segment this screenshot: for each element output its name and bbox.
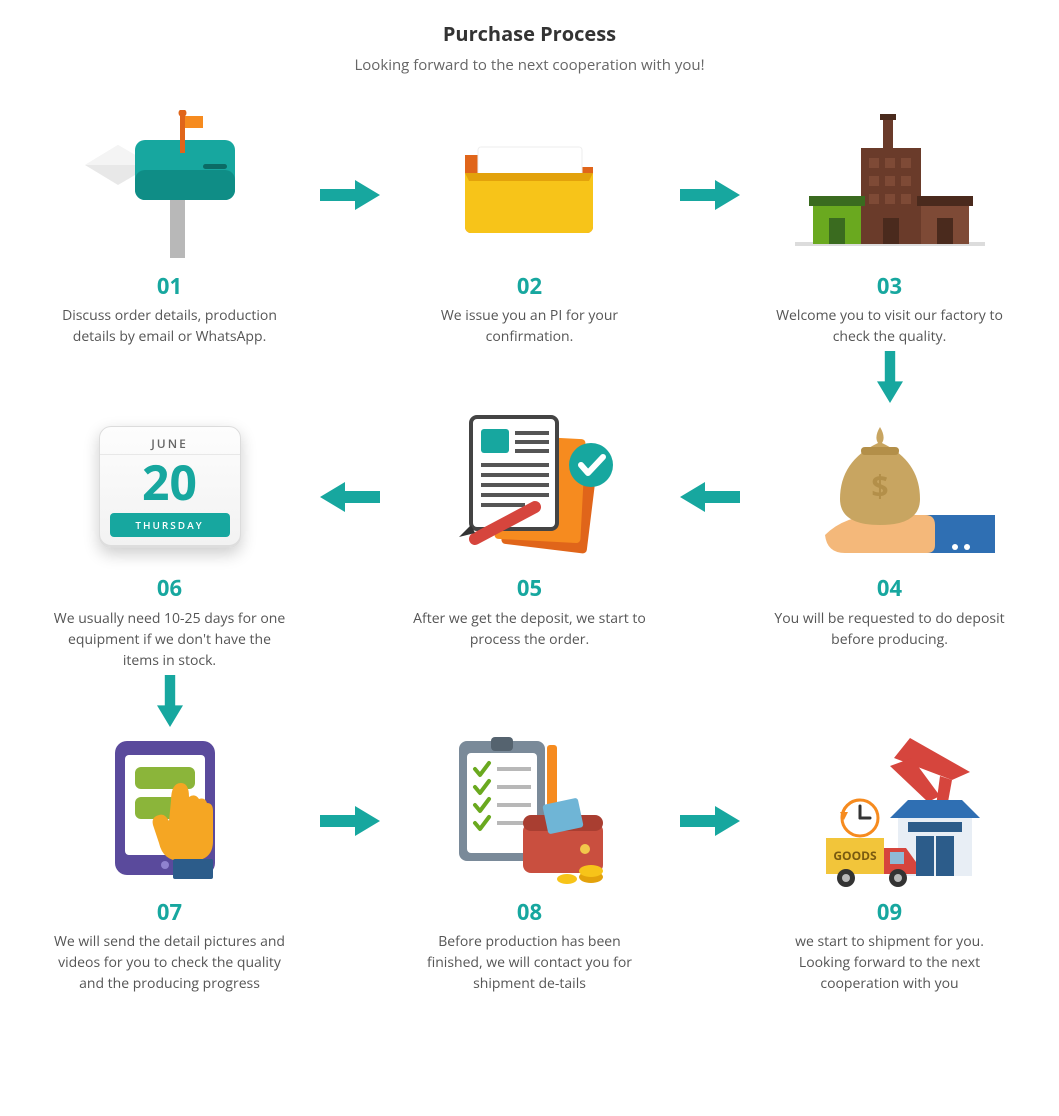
step-06: JUNE 20 THURSDAY 06 We usually need 10-2… xyxy=(40,407,300,670)
step-09: GOODS 09 we start to shipment for you. L… xyxy=(760,731,1020,994)
arrow-left-icon xyxy=(300,407,400,587)
step-number: 07 xyxy=(40,899,300,925)
folder-icon xyxy=(400,105,660,265)
step-desc: You will be requested to do deposit befo… xyxy=(760,608,1020,650)
step-03: 03 Welcome you to visit our factory to c… xyxy=(760,105,1020,347)
step-number: 01 xyxy=(40,273,300,299)
step-number: 09 xyxy=(760,899,1020,925)
step-01: 01 Discuss order details, production det… xyxy=(40,105,300,347)
step-number: 05 xyxy=(400,575,660,601)
step-number: 04 xyxy=(760,575,1020,601)
svg-text:$: $ xyxy=(871,465,888,506)
step-02: 02 We issue you an PI for your confirmat… xyxy=(400,105,660,347)
factory-icon xyxy=(760,105,1020,265)
deposit-icon: $ xyxy=(760,407,1020,567)
mailbox-icon xyxy=(40,105,300,265)
shipment-icon: GOODS xyxy=(760,731,1020,891)
svg-text:GOODS: GOODS xyxy=(833,847,877,864)
step-04: $ 04 You will be requested to do deposit… xyxy=(760,407,1020,670)
arrow-down-icon xyxy=(155,675,185,727)
document-check-icon xyxy=(400,407,660,567)
page-subtitle: Looking forward to the next cooperation … xyxy=(0,55,1059,75)
step-08: 08 Before production has been finished, … xyxy=(400,731,660,994)
step-number: 06 xyxy=(40,575,300,601)
arrow-right-icon xyxy=(660,731,760,911)
page-title: Purchase Process xyxy=(0,20,1059,47)
calendar-icon: JUNE 20 THURSDAY xyxy=(40,407,300,567)
arrow-right-icon xyxy=(300,105,400,285)
step-desc: Before production has been finished, we … xyxy=(400,931,660,994)
step-05: 05 After we get the deposit, we start to… xyxy=(400,407,660,670)
step-desc: We will send the detail pictures and vid… xyxy=(40,931,300,994)
arrow-left-icon xyxy=(660,407,760,587)
purchase-process-infographic: Purchase Process Looking forward to the … xyxy=(0,0,1059,1024)
tablet-touch-icon xyxy=(40,731,300,891)
step-desc: After we get the deposit, we start to pr… xyxy=(400,608,660,650)
step-desc: We usually need 10-25 days for one equip… xyxy=(40,608,300,671)
step-number: 02 xyxy=(400,273,660,299)
calendar-day: 20 xyxy=(100,455,240,509)
arrow-right-icon xyxy=(300,731,400,911)
steps-grid: 01 Discuss order details, production det… xyxy=(40,105,1020,994)
calendar-weekday: THURSDAY xyxy=(110,513,230,537)
arrow-right-icon xyxy=(660,105,760,285)
step-desc: We issue you an PI for your confirmation… xyxy=(400,305,660,347)
header: Purchase Process Looking forward to the … xyxy=(0,20,1059,75)
checklist-payment-icon xyxy=(400,731,660,891)
step-number: 03 xyxy=(760,273,1020,299)
arrow-down-icon xyxy=(875,351,905,403)
step-desc: Welcome you to visit our factory to chec… xyxy=(760,305,1020,347)
step-number: 08 xyxy=(400,899,660,925)
step-07: 07 We will send the detail pictures and … xyxy=(40,731,300,994)
step-desc: we start to shipment for you. Looking fo… xyxy=(760,931,1020,994)
step-desc: Discuss order details, production detail… xyxy=(40,305,300,347)
